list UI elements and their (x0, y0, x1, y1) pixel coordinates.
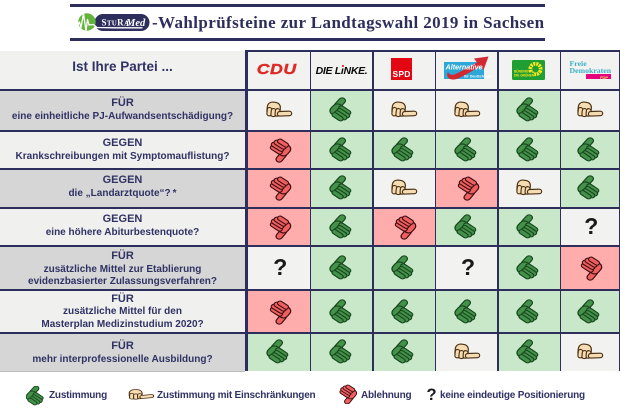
svg-text:Med: Med (125, 18, 146, 29)
svg-text:für Deutschland: für Deutschland (464, 75, 492, 79)
svg-text:Alternative: Alternative (445, 63, 483, 72)
svg-text:BÜNDNIS 90: BÜNDNIS 90 (514, 69, 533, 74)
svg-text:STURA: STURA (102, 18, 130, 28)
svg-text:DIE GRÜNEN: DIE GRÜNEN (514, 73, 535, 78)
